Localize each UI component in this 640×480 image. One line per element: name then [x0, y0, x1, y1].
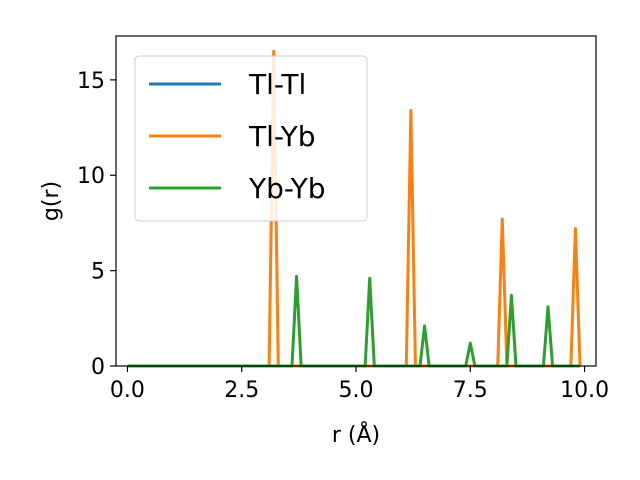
x-tick-label: 2.5 [224, 378, 259, 403]
x-axis-label: r (Å) [332, 421, 380, 448]
y-tick-label: 15 [77, 69, 105, 94]
ticks-layer: 0.0 2.5 5.0 7.5 10.0 0 5 10 15 [77, 69, 609, 403]
y-tick-label: 10 [77, 164, 105, 189]
x-tick-label: 0.0 [110, 378, 145, 403]
legend-items: Tl-Tl Tl-Yb Yb-Yb [149, 68, 326, 205]
series-line-yb-yb [127, 274, 580, 368]
y-tick-label: 5 [91, 260, 105, 285]
legend: Tl-Tl Tl-Yb Yb-Yb [134, 55, 368, 222]
legend-box [134, 55, 368, 222]
y-tick-label: 0 [91, 355, 105, 380]
legend-label: Yb-Yb [248, 172, 326, 205]
x-tick-label: 7.5 [453, 378, 488, 403]
legend-label: Tl-Tl [248, 68, 306, 101]
x-tick-label: 10.0 [560, 378, 609, 403]
y-axis-label: g(r) [39, 181, 64, 221]
legend-label: Tl-Yb [248, 120, 316, 153]
x-tick-label: 5.0 [339, 378, 374, 403]
